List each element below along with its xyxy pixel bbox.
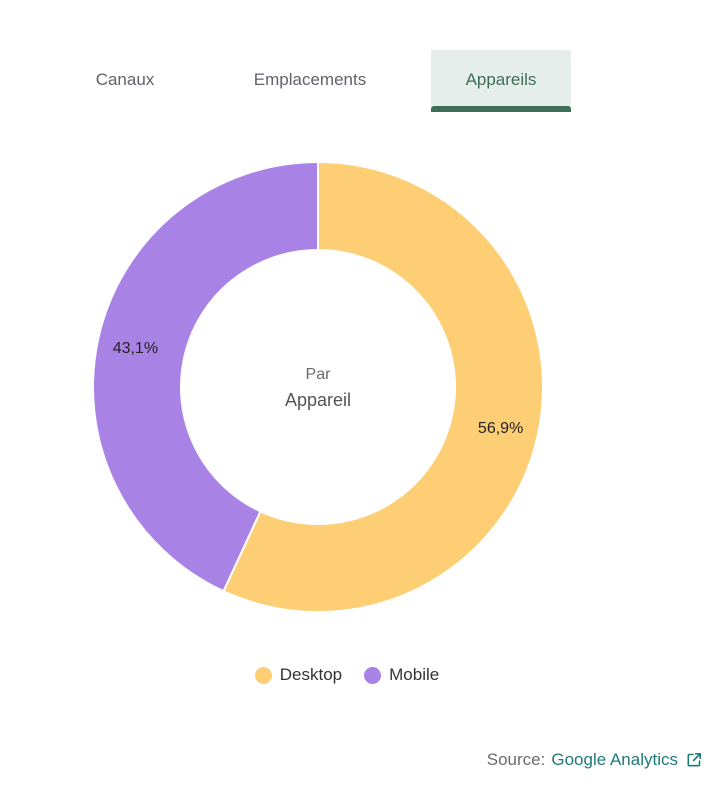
tab-bar: Canaux Emplacements Appareils	[0, 50, 722, 112]
source-label: Source:	[486, 750, 546, 769]
donut-chart: 56,9% 43,1% Par Appareil	[92, 160, 544, 613]
legend-item-desktop[interactable]: Desktop	[254, 665, 343, 685]
tab-label: Appareils	[465, 70, 537, 89]
external-link-icon	[686, 752, 702, 768]
active-tab-indicator	[431, 106, 571, 112]
slice-label-desktop: 56,9%	[478, 420, 523, 437]
tab-label: Emplacements	[253, 70, 367, 89]
chart-legend: Desktop Mobile	[0, 665, 708, 685]
legend-swatch	[364, 666, 382, 684]
slice-mobile[interactable]	[92, 160, 319, 593]
tab-appareils[interactable]: Appareils	[431, 50, 571, 112]
legend-label: Desktop	[279, 665, 343, 684]
donut-slices	[92, 160, 544, 613]
source-link-text: Google Analytics	[551, 750, 678, 769]
slice-labels: 56,9% 43,1%	[113, 340, 524, 437]
source-link[interactable]: Google Analytics	[551, 750, 702, 770]
legend-swatch	[254, 666, 272, 684]
slice-label-mobile: 43,1%	[113, 340, 158, 357]
source-attribution: Source: Google Analytics	[487, 750, 702, 770]
center-label-top: Par	[306, 366, 332, 383]
center-label-main: Appareil	[285, 390, 351, 410]
tab-label: Canaux	[95, 70, 155, 89]
legend-label: Mobile	[389, 665, 440, 684]
slice-desktop[interactable]	[222, 160, 544, 613]
tab-canaux[interactable]: Canaux	[62, 50, 188, 110]
tab-emplacements[interactable]: Emplacements	[232, 50, 388, 110]
legend-item-mobile[interactable]: Mobile	[364, 665, 439, 685]
